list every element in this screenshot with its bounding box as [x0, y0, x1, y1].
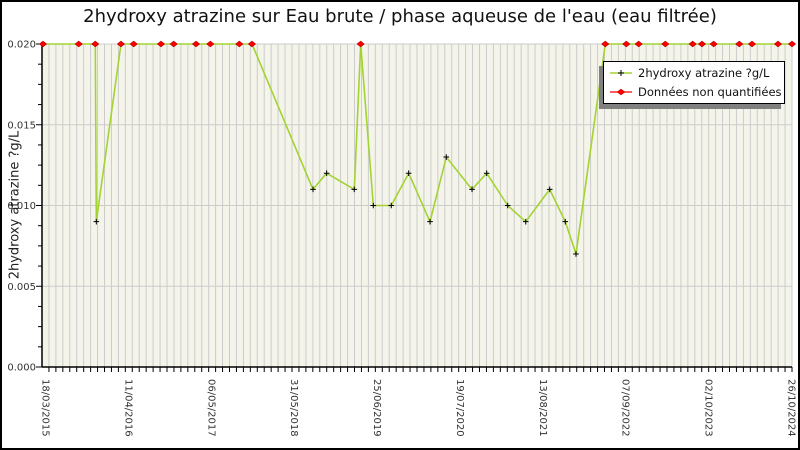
nq-point-marker [787, 40, 797, 48]
nq-point-marker [91, 40, 100, 48]
nq-point-marker [773, 40, 783, 48]
data-point-marker [310, 186, 316, 193]
nq-point-marker [156, 40, 166, 48]
data-point-marker [562, 218, 569, 225]
x-tick-label: 26/10/2024 [786, 379, 797, 437]
data-point-marker [427, 218, 433, 225]
nq-point-marker [191, 40, 201, 48]
x-tick-label: 19/07/2020 [454, 379, 465, 437]
nq-point-marker [247, 40, 257, 48]
y-tick-label: 0.010 [7, 201, 36, 212]
x-tick-label: 18/03/2015 [40, 379, 51, 437]
nq-point-marker [601, 40, 610, 48]
data-point-marker [443, 154, 450, 160]
data-point-marker [370, 202, 377, 209]
x-tick-label: 31/05/2018 [288, 379, 299, 437]
nq-point-marker [735, 40, 744, 48]
data-point-marker [469, 186, 475, 193]
x-tick-label: 06/05/2017 [205, 379, 216, 437]
legend-item-non-quantified: Données non quantifiées [608, 83, 782, 101]
nq-point-marker [235, 40, 244, 48]
quantified-marker-icon [610, 70, 632, 76]
data-point-marker [93, 218, 100, 225]
y-tick-label: 0.000 [7, 363, 36, 374]
nq-point-marker [634, 40, 643, 48]
x-tick-label: 11/04/2016 [122, 379, 133, 437]
nq-point-marker [747, 40, 757, 48]
nq-point-marker [206, 40, 215, 48]
data-point-marker [388, 202, 395, 209]
nq-point-marker [356, 40, 365, 48]
legend-item-quantified: 2hydroxy atrazine ?g/L [608, 64, 780, 82]
y-tick-label: 0.020 [7, 40, 36, 51]
nq-point-marker [129, 40, 138, 48]
nq-point-marker [622, 40, 631, 48]
data-point-marker [405, 170, 412, 176]
y-tick-label: 0.015 [7, 120, 36, 131]
data-point-marker [504, 202, 511, 209]
data-point-marker [483, 170, 490, 176]
x-tick-label: 07/09/2022 [620, 379, 631, 437]
nq-point-marker [688, 40, 697, 48]
y-tick-label: 0.005 [7, 282, 36, 293]
nq-point-marker [38, 40, 48, 48]
nq-point-marker [709, 40, 718, 48]
nq-point-marker [697, 40, 707, 48]
legend-box: 2hydroxy atrazine ?g/L Données non quant… [603, 61, 785, 104]
nq-point-marker [74, 40, 83, 48]
y-axis-title: 2hydroxy atrazine ?g/L [7, 130, 23, 280]
non-quantified-marker-icon [610, 88, 632, 96]
data-point-marker [522, 218, 529, 225]
legend-label: Données non quantifiées [638, 85, 782, 99]
legend-label: 2hydroxy atrazine ?g/L [638, 66, 770, 80]
x-tick-label: 25/06/2019 [371, 379, 382, 437]
x-tick-label: 13/08/2021 [537, 379, 548, 437]
nq-point-marker [169, 40, 178, 48]
data-point-marker [351, 186, 358, 193]
data-point-marker [573, 251, 579, 257]
chart-title: 2hydroxy atrazine sur Eau brute / phase … [83, 6, 717, 27]
data-point-marker [546, 186, 553, 193]
data-point-marker [323, 170, 330, 176]
x-tick-label: 02/10/2023 [703, 379, 714, 437]
nq-point-marker [116, 40, 126, 48]
nq-point-marker [661, 40, 670, 48]
